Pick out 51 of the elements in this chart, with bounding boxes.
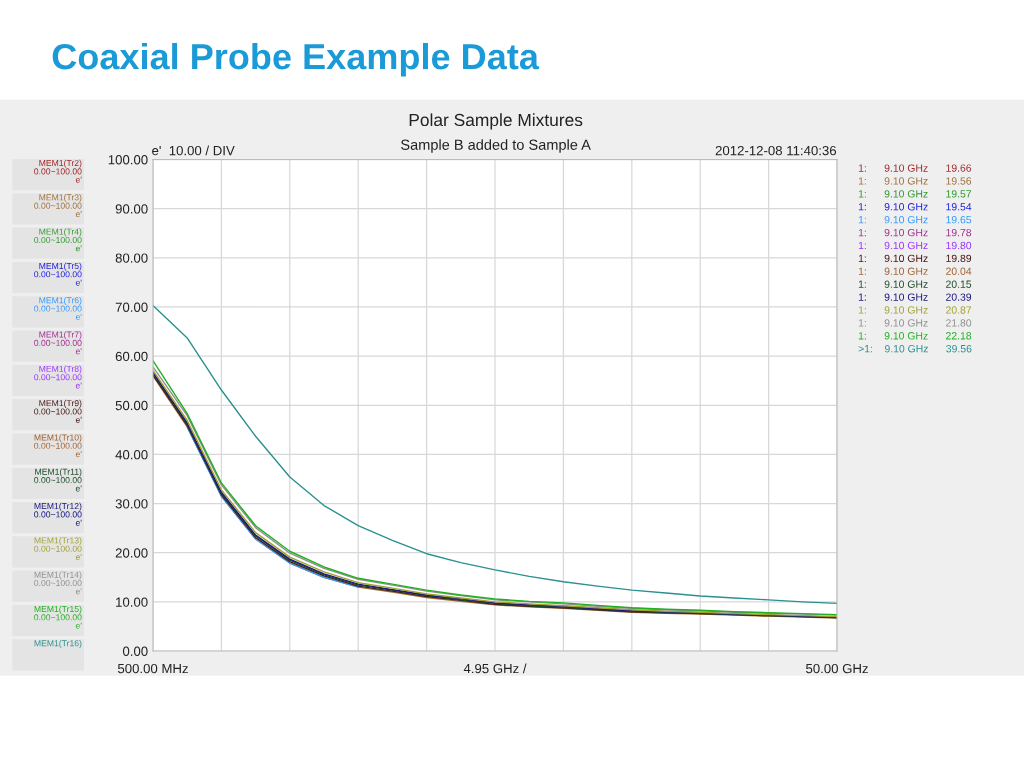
legend-label: MEM1(Tr8) 0.00~100.00 e' [34, 365, 82, 389]
text: 1: 9.10 GHz 20.39 [858, 293, 972, 301]
text: MEM1(Tr6) 0.00~100.00 e' [34, 296, 82, 320]
legend-label: MEM1(Tr4) 0.00~100.00 e' [34, 228, 82, 252]
legend-label: MEM1(Tr5) 0.00~100.00 e' [34, 262, 82, 286]
text: MEM1(Tr15) 0.00~100.00 e' [34, 605, 82, 629]
text: 1: 9.10 GHz 19.57 [858, 190, 972, 198]
text: MEM1(Tr13) 0.00~100.00 e' [34, 537, 82, 561]
y-tick-label: 0.00 [122, 646, 148, 656]
text: 1: 9.10 GHz 19.54 [858, 203, 972, 211]
text: 2012-12-08 11:40:36 [715, 145, 837, 156]
text: 1: 9.10 GHz 19.78 [858, 228, 972, 237]
chart-title: Coaxial Probe Example Data [52, 42, 540, 77]
line-series [186, 426, 359, 588]
y-tick-label: 60.00 [115, 351, 148, 362]
text: Sample B added to Sample A [401, 139, 591, 153]
y-tick-label: 10.00 [116, 597, 148, 607]
y-tick-label: 20.00 [115, 548, 148, 558]
y-tick-label: 70.00 [115, 302, 148, 312]
text: 1: 9.10 GHz 19.80 [858, 241, 972, 250]
text: 1: 9.10 GHz 19.89 [858, 254, 972, 263]
text: 1: 9.10 GHz 19.66 [858, 164, 972, 172]
text: >1: 9.10 GHz 39.56 [858, 345, 972, 353]
legend-label: MEM1(Tr7) 0.00~100.00 e' [34, 331, 82, 355]
y-tick-label: 30.00 [115, 499, 148, 509]
text: 1: 9.10 GHz 20.87 [858, 306, 972, 314]
y-tick-label: 90.00 [115, 204, 148, 214]
x-tick-label: 4.95 GHz / [463, 663, 527, 674]
text: 1: 9.10 GHz 20.04 [858, 267, 972, 275]
legend-label: MEM1(Tr2) 0.00~100.00 e' [34, 159, 82, 183]
x-tick-label: 50.00 GHz [806, 663, 868, 674]
text: MEM1(Tr11) 0.00~100.00 e' [34, 468, 82, 492]
line-series [152, 304, 838, 605]
legend-label: MEM1(Tr10) 0.00~100.00 e' [34, 434, 82, 458]
text: 1: 9.10 GHz 19.65 [858, 215, 972, 224]
y-tick-label: 80.00 [115, 253, 148, 263]
text: 1: 9.10 GHz 22.18 [858, 332, 972, 340]
text: 1: 9.10 GHz 21.80 [858, 319, 972, 327]
x-tick-label: 500.00 MHz [117, 663, 188, 674]
text: 1: 9.10 GHz 19.56 [858, 177, 972, 185]
text: MEM1(Tr16) [34, 640, 82, 649]
chart-subtitle: Polar Sample Mixtures [409, 113, 583, 130]
text: MEM1(Tr3) 0.00~100.00 e' [34, 194, 82, 218]
text: e' 10.00 / DIV [152, 145, 235, 156]
y-tick-label: 50.00 [115, 400, 148, 411]
y-tick-label: 40.00 [115, 449, 148, 460]
text: MEM1(Tr12) 0.00~100.00 e' [34, 502, 82, 526]
text: MEM1(Tr14) 0.00~100.00 e' [34, 571, 82, 595]
text: MEM1(Tr9) 0.00~100.00 e' [34, 399, 82, 423]
text: 1: 9.10 GHz 20.15 [858, 280, 972, 288]
y-tick-label: 100.00 [108, 155, 148, 165]
